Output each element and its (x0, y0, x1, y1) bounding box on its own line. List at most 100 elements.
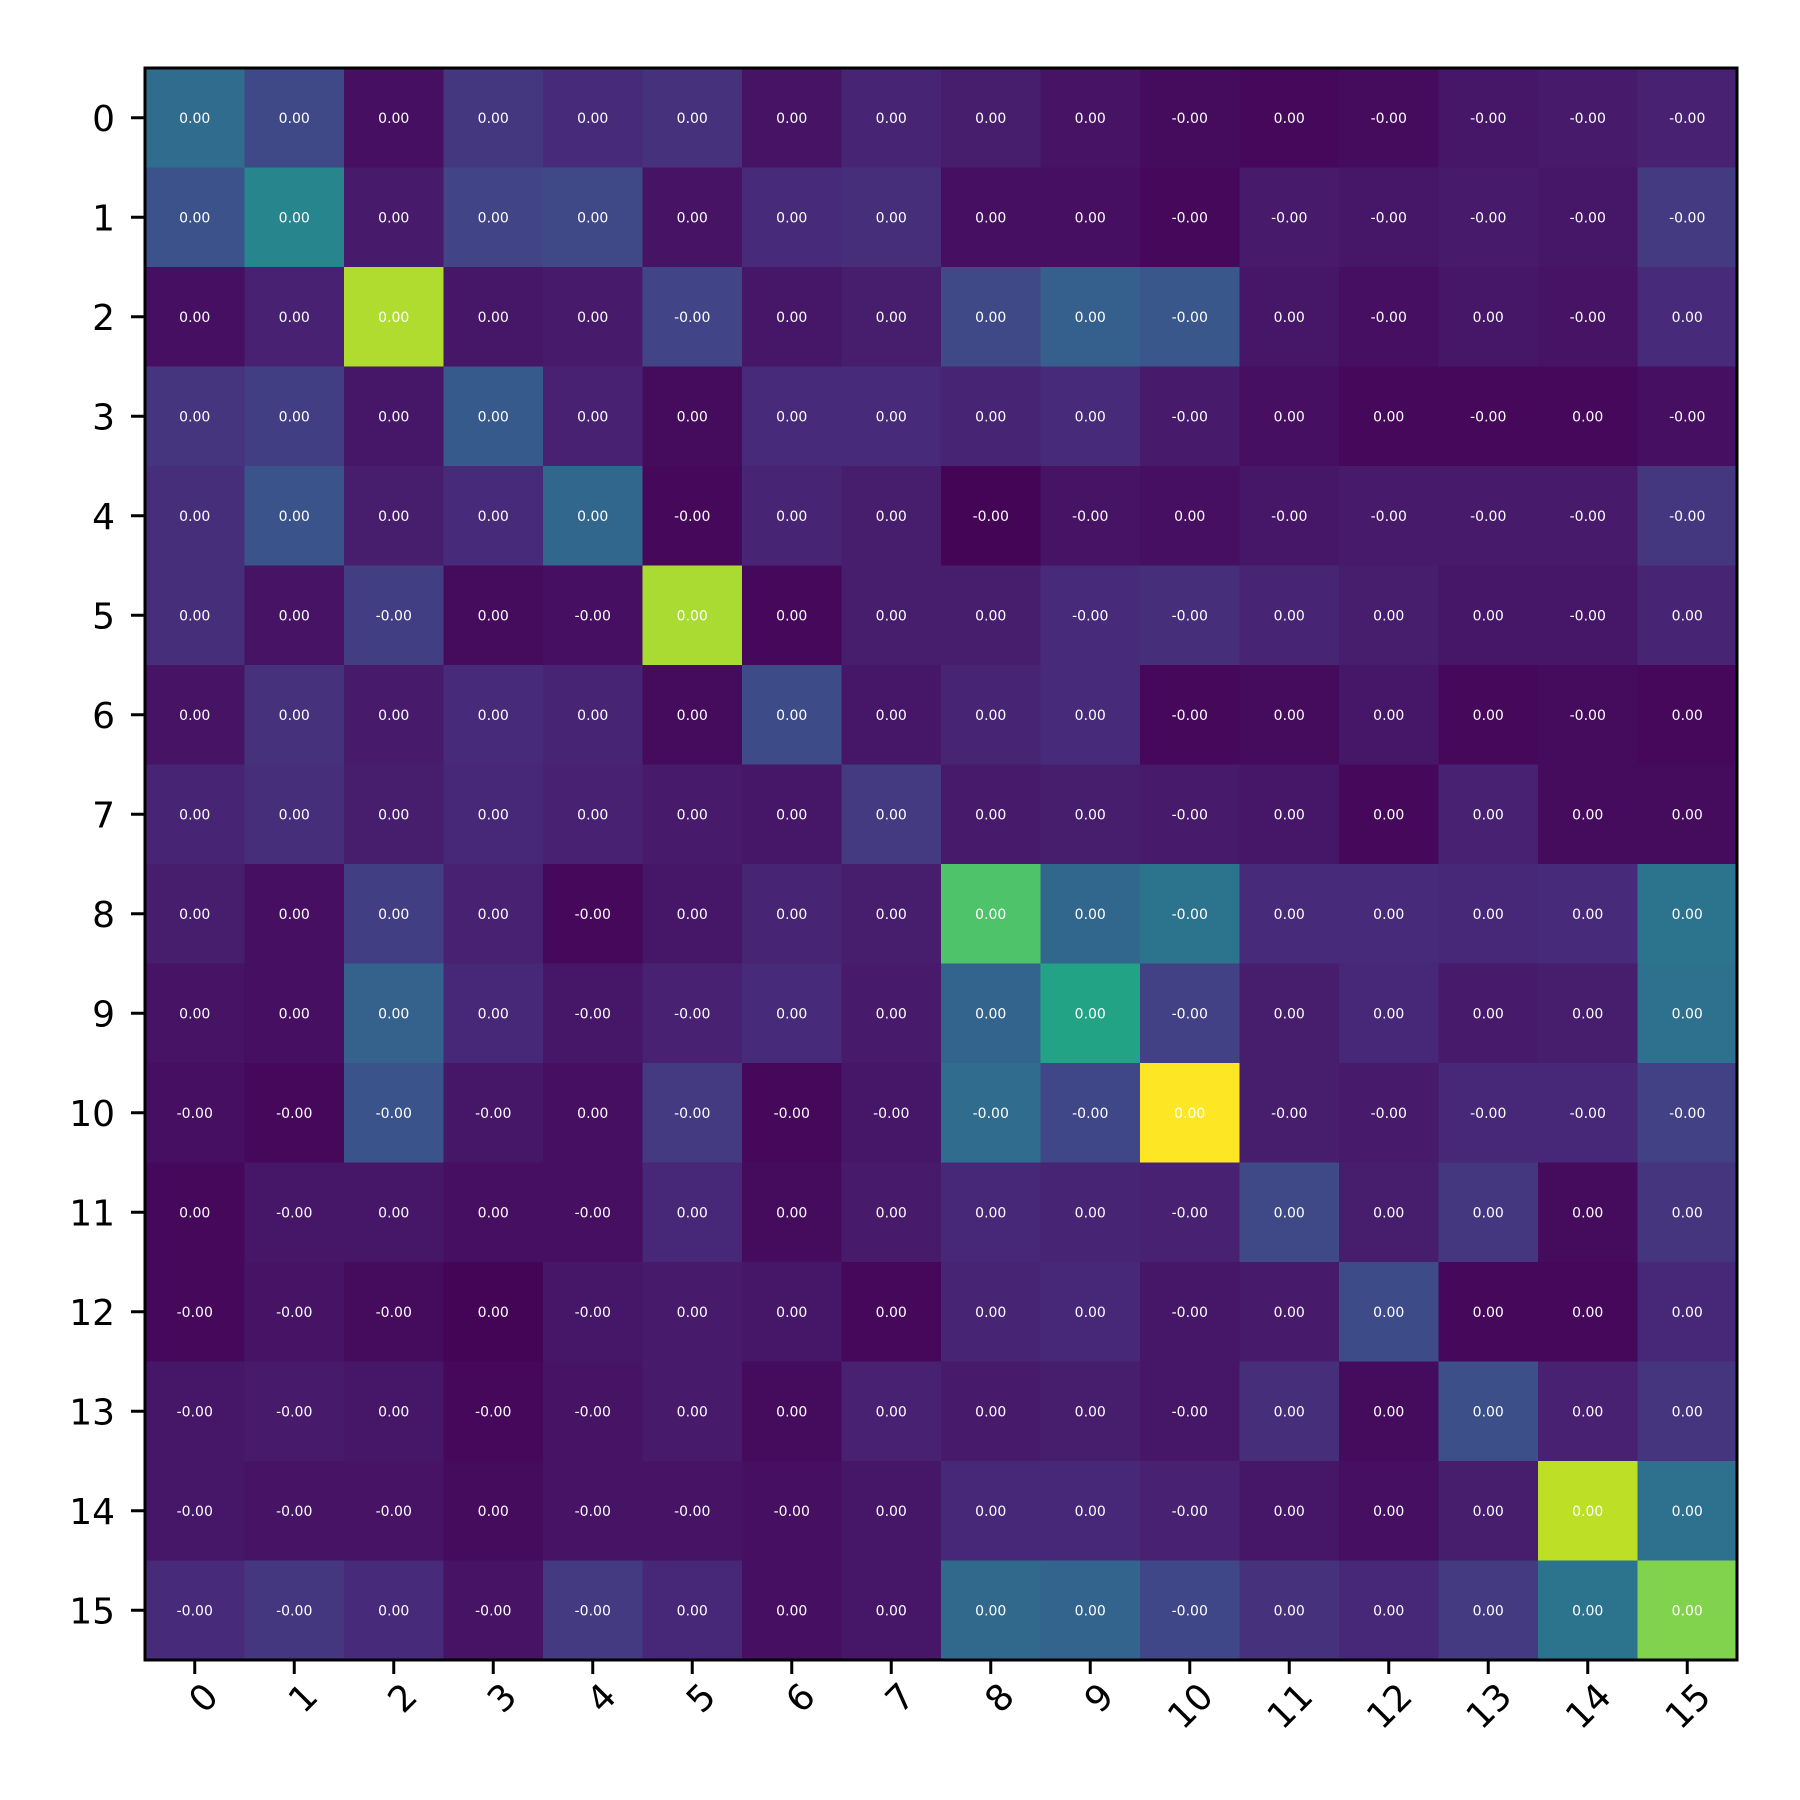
heatmap-cell (543, 466, 643, 566)
heatmap-cell (1438, 366, 1539, 467)
heatmap-cell (841, 366, 942, 467)
heatmap-cell (642, 963, 743, 1064)
cell-value-label: -0.00 (575, 608, 611, 624)
cell-value-label: -0.00 (376, 1504, 412, 1520)
cell-value-label: 0.00 (378, 111, 409, 127)
heatmap-cell (1140, 1262, 1240, 1362)
cell-value-label: 0.00 (577, 409, 608, 425)
cell-value-label: -0.00 (177, 1504, 213, 1520)
heatmap-cell (1637, 764, 1738, 865)
cell-value-label: 0.00 (776, 1305, 807, 1321)
cell-value-label: 0.00 (1075, 1305, 1106, 1321)
heatmap-cell (1040, 267, 1141, 367)
heatmap-cell (742, 565, 842, 666)
heatmap-cell (1339, 963, 1439, 1064)
heatmap-cell (1140, 1063, 1240, 1163)
cell-value-label: 0.00 (378, 310, 409, 326)
cell-value-label: 0.00 (478, 608, 509, 624)
y-tick-label: 11 (69, 1193, 115, 1234)
cell-value-label: 0.00 (876, 310, 907, 326)
cell-value-label: 0.00 (776, 210, 807, 226)
heatmap-cell (1140, 1560, 1240, 1661)
heatmap-cell (941, 565, 1041, 666)
cell-value-label: 0.00 (677, 210, 708, 226)
heatmap-cell (1140, 68, 1240, 168)
heatmap-cell (1239, 565, 1340, 666)
cell-value-label: 0.00 (1373, 1404, 1404, 1420)
cell-value-label: 0.00 (1473, 1603, 1504, 1619)
heatmap-cell (941, 864, 1041, 964)
cell-value-label: -0.00 (177, 1305, 213, 1321)
cell-value-label: -0.00 (1271, 210, 1307, 226)
cell-value-label: 0.00 (577, 509, 608, 525)
heatmap-cell (1140, 1361, 1240, 1462)
x-tick-label: 2 (380, 1676, 425, 1721)
cell-value-label: 0.00 (1075, 1504, 1106, 1520)
cell-value-label: 0.00 (1174, 1106, 1205, 1122)
heatmap-cell (344, 1461, 444, 1561)
cell-value-label: 0.00 (478, 1006, 509, 1022)
heatmap-cell (244, 864, 345, 964)
x-tick-label: 9 (1077, 1676, 1122, 1721)
heatmap-cell (841, 665, 942, 765)
heatmap-cell (1438, 1361, 1539, 1462)
heatmap-cell (941, 267, 1041, 367)
heatmap-cell (1538, 1560, 1638, 1661)
y-tick-label: 14 (69, 1492, 115, 1533)
heatmap-cell (145, 963, 245, 1064)
cell-value-label: 0.00 (279, 907, 310, 923)
heatmap-cell (1239, 764, 1340, 865)
cell-value-label: -0.00 (575, 907, 611, 923)
heatmap-cell (244, 366, 345, 467)
x-tick-label: 5 (679, 1676, 724, 1721)
cell-value-label: 0.00 (478, 409, 509, 425)
heatmap-cell (244, 1560, 345, 1661)
heatmap-cell (1239, 963, 1340, 1064)
heatmap-cell (742, 1361, 842, 1462)
heatmap-cell (1140, 864, 1240, 964)
heatmap-cell (742, 1063, 842, 1163)
cell-value-label: 0.00 (776, 907, 807, 923)
heatmap-cell (1538, 68, 1638, 168)
heatmap-cell (1239, 167, 1340, 268)
cell-value-label: 0.00 (378, 1006, 409, 1022)
heatmap-cell (1637, 1361, 1738, 1462)
cell-value-label: 0.00 (1373, 608, 1404, 624)
cell-value-label: 0.00 (179, 409, 210, 425)
heatmap-cell (344, 963, 444, 1064)
cell-value-label: -0.00 (1172, 1305, 1208, 1321)
y-tick-label: 15 (69, 1591, 115, 1632)
cell-value-label: 0.00 (876, 409, 907, 425)
heatmap-cell (1438, 1560, 1539, 1661)
cell-value-label: 0.00 (179, 907, 210, 923)
cell-value-label: 0.00 (478, 1504, 509, 1520)
heatmap-cell (1438, 68, 1539, 168)
cell-value-label: 0.00 (1274, 1205, 1305, 1221)
heatmap-cell (1538, 1063, 1638, 1163)
cell-value-label: -0.00 (1172, 210, 1208, 226)
y-tick-label: 4 (92, 497, 115, 538)
cell-value-label: 0.00 (478, 1205, 509, 1221)
cell-value-label: 0.00 (975, 1603, 1006, 1619)
heatmap-cell (1538, 963, 1638, 1064)
cell-value-label: 0.00 (1672, 807, 1703, 823)
cell-value-label: 0.00 (179, 1205, 210, 1221)
cell-value-label: 0.00 (677, 1404, 708, 1420)
cell-value-label: 0.00 (179, 1006, 210, 1022)
y-tick-label: 12 (69, 1293, 115, 1334)
heatmap-cell (1140, 963, 1240, 1064)
cell-value-label: 0.00 (378, 509, 409, 525)
cell-value-label: -0.00 (1271, 509, 1307, 525)
heatmap-cell (642, 167, 743, 268)
cell-value-label: 0.00 (279, 708, 310, 724)
y-tick-label: 2 (92, 298, 115, 339)
heatmap-cell (742, 1560, 842, 1661)
cell-value-label: 0.00 (1373, 807, 1404, 823)
heatmap-cell (1339, 68, 1439, 168)
cell-value-label: -0.00 (1570, 310, 1606, 326)
heatmap-cell (841, 1361, 942, 1462)
cell-value-label: 0.00 (1672, 310, 1703, 326)
cell-value-label: 0.00 (1672, 907, 1703, 923)
heatmap-cell (941, 665, 1041, 765)
heatmap-cell (543, 665, 643, 765)
